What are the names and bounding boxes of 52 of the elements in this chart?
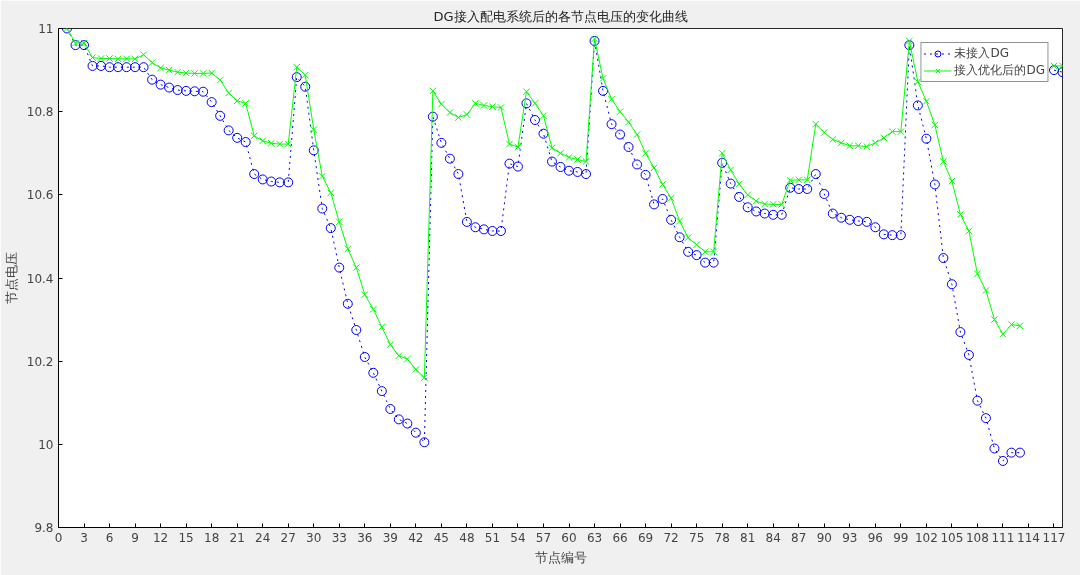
x-tick-label: 84 <box>765 530 781 545</box>
x-tick-label: 12 <box>152 530 169 545</box>
x-tick-label: 105 <box>940 530 964 545</box>
x-tick-label: 69 <box>637 530 654 545</box>
y-tick-label: 10.6 <box>26 188 54 203</box>
chart-title: DG接入配电系统后的各节点电压的变化曲线 <box>433 8 688 24</box>
x-tick-label: 6 <box>105 530 114 545</box>
y-axis-title: 节点电压 <box>3 252 19 304</box>
y-tick-label: 10.2 <box>26 354 54 369</box>
legend-label: 接入优化后的DG <box>954 62 1045 79</box>
x-tick-label: 87 <box>791 530 807 545</box>
x-tick-label: 75 <box>689 530 705 545</box>
x-tick-label: 21 <box>229 530 245 545</box>
x-tick-label: 60 <box>561 530 577 545</box>
x-tick-label: 117 <box>1042 530 1066 545</box>
x-tick-label: 114 <box>1017 530 1040 545</box>
x-tick-label: 39 <box>382 530 398 545</box>
x-tick-label: 81 <box>740 530 756 545</box>
x-tick-label: 57 <box>535 530 552 545</box>
x-tick-label: 96 <box>867 530 883 545</box>
x-tick-label: 45 <box>433 530 450 545</box>
x-tick-label: 33 <box>331 530 347 545</box>
x-tick-label: 66 <box>612 530 628 545</box>
x-tick-label: 15 <box>178 530 194 545</box>
legend-label: 未接入DG <box>954 45 1009 62</box>
x-tick-label: 27 <box>280 530 296 545</box>
x-tick-label: 54 <box>510 530 526 545</box>
x-tick-label: 111 <box>991 530 1015 545</box>
y-tick-label: 10.4 <box>26 271 54 286</box>
x-tick-label: 30 <box>306 530 322 545</box>
x-tick-label: 18 <box>204 530 220 545</box>
x-tick-label: 102 <box>914 530 938 545</box>
x-tick-label: 90 <box>816 530 832 545</box>
x-tick-label: 63 <box>586 530 603 545</box>
x-tick-label: 93 <box>842 530 858 545</box>
x-tick-label: 24 <box>255 530 271 545</box>
y-tick-label: 10 <box>38 437 54 452</box>
x-tick-label: 48 <box>459 530 475 545</box>
x-tick-label: 51 <box>484 530 501 545</box>
x-axis-title: 节点编号 <box>534 549 587 565</box>
x-tick-label: 99 <box>893 530 909 545</box>
x-tick-label: 108 <box>965 530 989 545</box>
y-tick-label: 11 <box>38 22 54 36</box>
x-tick-label: 3 <box>80 530 88 545</box>
x-tick-label: 9 <box>131 530 139 545</box>
x-tick-label: 0 <box>54 530 63 545</box>
x-tick-label: 42 <box>408 530 424 545</box>
x-tick-label: 36 <box>357 530 373 545</box>
x-tick-label: 72 <box>663 530 679 545</box>
x-tick-label: 78 <box>714 530 730 545</box>
y-tick-label: 10.8 <box>26 105 54 120</box>
y-tick-label: 9.8 <box>34 521 54 535</box>
